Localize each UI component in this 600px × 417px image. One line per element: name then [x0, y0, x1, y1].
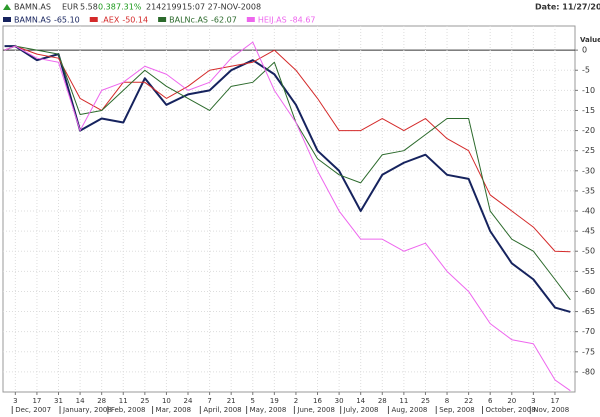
x-tick-label: 21 — [227, 397, 236, 405]
y-tick-label: -30 — [582, 166, 595, 175]
legend-name: BALNc.AS — [169, 16, 208, 25]
month-label: Sep, 2008 — [439, 406, 474, 414]
legend-swatch — [246, 17, 255, 22]
legend-value: -65.10 — [54, 16, 80, 25]
y-tick-label: -55 — [582, 267, 595, 276]
x-tick-label: 17 — [550, 397, 559, 405]
quote-volume: 2142199 — [146, 3, 182, 12]
x-tick-label: 5 — [251, 397, 255, 405]
x-tick-label: 31 — [54, 397, 63, 405]
y-tick-label: -25 — [582, 146, 595, 155]
x-tick-label: 14 — [356, 397, 365, 405]
x-tick-label: 17 — [32, 397, 41, 405]
y-tick-label: -35 — [582, 186, 595, 195]
legend-name: .AEX — [101, 16, 120, 25]
x-tick-label: 11 — [399, 397, 408, 405]
x-tick-label: 8 — [445, 397, 449, 405]
quote-change: 0.38 — [98, 3, 116, 12]
legend-value: -50.14 — [122, 16, 148, 25]
legend-swatch — [3, 17, 11, 22]
quote-price: 5.58 — [80, 3, 98, 12]
series-line — [4, 41, 571, 392]
x-tick-label: 22 — [464, 397, 473, 405]
x-tick-label: 14 — [76, 397, 85, 405]
x-tick-label: 3 — [13, 397, 17, 405]
legend-swatch — [158, 17, 167, 22]
y-tick-label: -70 — [582, 327, 595, 336]
y-tick-label: -60 — [582, 287, 595, 296]
month-label: July, 2008 — [343, 406, 379, 414]
x-tick-label: 3 — [531, 397, 535, 405]
y-tick-label: -50 — [582, 247, 595, 256]
legend-name: BAMN.AS — [14, 16, 51, 25]
x-tick-label: 7 — [207, 397, 211, 405]
y-tick-label: -75 — [582, 347, 595, 356]
y-tick-label: -45 — [582, 227, 595, 236]
x-tick-label: 11 — [119, 397, 128, 405]
y-tick-label: -80 — [582, 367, 595, 376]
quote-currency: EUR — [62, 3, 79, 12]
quote-change-pct: 7.31% — [116, 3, 142, 12]
month-label: June, 2008 — [296, 406, 335, 414]
y-axis-label: Value — [580, 36, 600, 44]
x-tick-label: 28 — [97, 397, 106, 405]
series-line — [4, 45, 571, 253]
up-arrow-icon — [3, 4, 11, 10]
y-tick-label: -15 — [582, 106, 595, 115]
month-label: Dec, 2007 — [15, 406, 51, 414]
series-line — [4, 45, 571, 301]
x-tick-label: 28 — [378, 397, 387, 405]
month-label: Aug, 2008 — [391, 406, 427, 414]
month-label: Nov, 2008 — [533, 406, 569, 414]
y-tick-label: -20 — [582, 126, 595, 135]
month-label: April, 2008 — [203, 406, 241, 414]
y-tick-label: -40 — [582, 207, 595, 216]
y-tick-label: -65 — [582, 307, 595, 316]
month-label: October, 2008 — [485, 406, 535, 414]
x-tick-label: 10 — [162, 397, 171, 405]
quote-symbol: BAMN.AS — [14, 3, 51, 12]
month-label: January, 2008 — [62, 406, 112, 414]
y-tick-label: -10 — [582, 86, 595, 95]
legend-name: HEIJ.AS — [258, 16, 287, 25]
x-tick-label: 16 — [313, 397, 322, 405]
y-tick-label: -5 — [582, 66, 590, 75]
legend-swatch — [89, 17, 98, 22]
x-tick-label: 2 — [294, 397, 298, 405]
month-label: Feb, 2008 — [111, 406, 146, 414]
plot-area — [2, 25, 576, 393]
legend-value: -84.67 — [290, 16, 316, 25]
x-tick-label: 25 — [140, 397, 149, 405]
y-tick-label: 0 — [582, 46, 587, 55]
month-label: Mar, 2008 — [156, 406, 191, 414]
date-label: Date: 11/27/2008 — [535, 3, 600, 12]
quote-time: 15:07 27-NOV-2008 — [182, 3, 261, 12]
x-tick-label: 30 — [335, 397, 344, 405]
x-tick-label: 20 — [507, 397, 516, 405]
x-tick-label: 6 — [488, 397, 493, 405]
x-tick-label: 19 — [270, 397, 279, 405]
x-tick-label: 25 — [421, 397, 430, 405]
legend: BAMN.AS -65.10 .AEX -50.14 BALNc.AS -62.07 HEI… — [3, 16, 316, 25]
series-line — [4, 45, 571, 313]
legend-value: -62.07 — [211, 16, 237, 25]
month-label: May, 2008 — [250, 406, 287, 414]
x-tick-label: 24 — [184, 397, 193, 405]
